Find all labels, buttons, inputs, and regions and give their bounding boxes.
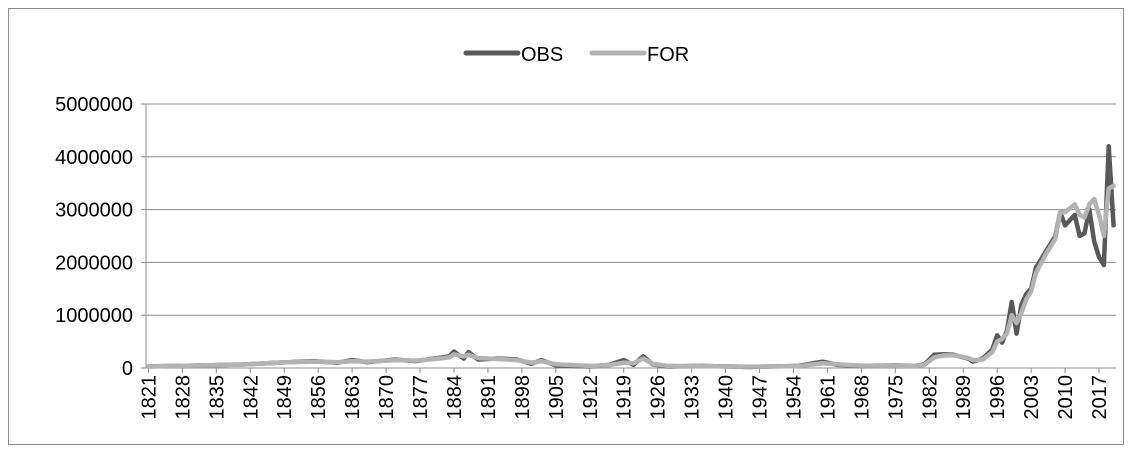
x-tick-label-1989: 1989 bbox=[953, 375, 975, 420]
x-tick-label-1919: 1919 bbox=[614, 375, 636, 420]
x-tick-label-1996: 1996 bbox=[987, 375, 1009, 420]
x-tick-label-1961: 1961 bbox=[817, 375, 839, 420]
chart-border bbox=[8, 8, 1124, 445]
y-tick-labels: 0 1000000 2000000 3000000 4000000 5000000 bbox=[55, 94, 133, 380]
y-tick-label-2000000: 2000000 bbox=[55, 252, 133, 274]
x-tick-label-1856: 1856 bbox=[308, 375, 330, 420]
x-tick-label-1863: 1863 bbox=[342, 375, 364, 420]
y-tick-label-3000000: 3000000 bbox=[55, 200, 133, 222]
legend-label-obs: OBS bbox=[521, 44, 563, 66]
x-tick-label-1905: 1905 bbox=[546, 375, 568, 420]
y-tick-label-5000000: 5000000 bbox=[55, 94, 133, 116]
x-tick-label-2010: 2010 bbox=[1055, 375, 1077, 420]
x-tick-label-1828: 1828 bbox=[172, 375, 194, 420]
gridlines bbox=[146, 103, 1116, 316]
x-tick-label-1947: 1947 bbox=[750, 375, 772, 420]
y-tick-label-1000000: 1000000 bbox=[55, 305, 133, 327]
x-tick-label-2017: 2017 bbox=[1089, 375, 1111, 420]
x-tick-label-1877: 1877 bbox=[410, 375, 432, 420]
x-tick-label-1968: 1968 bbox=[851, 375, 873, 420]
series-line-for bbox=[146, 183, 1116, 369]
x-tick-label-1933: 1933 bbox=[682, 375, 704, 420]
x-tick-labels: 1821 1828 1835 1842 1849 1856 1863 1870 1877 1884… bbox=[138, 375, 1111, 420]
axes bbox=[141, 103, 1116, 373]
x-tick-label-1954: 1954 bbox=[783, 375, 805, 420]
x-tick-label-1821: 1821 bbox=[138, 375, 160, 420]
x-tick-label-1835: 1835 bbox=[206, 375, 228, 420]
x-tick-label-1891: 1891 bbox=[478, 375, 500, 420]
x-tick-label-1912: 1912 bbox=[580, 375, 602, 420]
x-tick-label-1884: 1884 bbox=[444, 375, 466, 420]
x-tick-label-1842: 1842 bbox=[240, 375, 262, 420]
x-tick-label-2003: 2003 bbox=[1021, 375, 1043, 420]
y-tick-label-0: 0 bbox=[122, 358, 133, 380]
x-tick-label-1940: 1940 bbox=[716, 375, 738, 420]
legend: OBS FOR bbox=[463, 44, 689, 66]
x-tick-label-1849: 1849 bbox=[274, 375, 296, 420]
x-tick-label-1870: 1870 bbox=[376, 375, 398, 420]
x-tick-label-1982: 1982 bbox=[919, 375, 941, 420]
x-tick-label-1898: 1898 bbox=[512, 375, 534, 420]
series-lines bbox=[146, 143, 1116, 370]
x-tick-label-1975: 1975 bbox=[885, 375, 907, 420]
x-tick-label-1926: 1926 bbox=[648, 375, 670, 420]
legend-label-for: FOR bbox=[647, 44, 689, 66]
y-tick-label-4000000: 4000000 bbox=[55, 147, 133, 169]
